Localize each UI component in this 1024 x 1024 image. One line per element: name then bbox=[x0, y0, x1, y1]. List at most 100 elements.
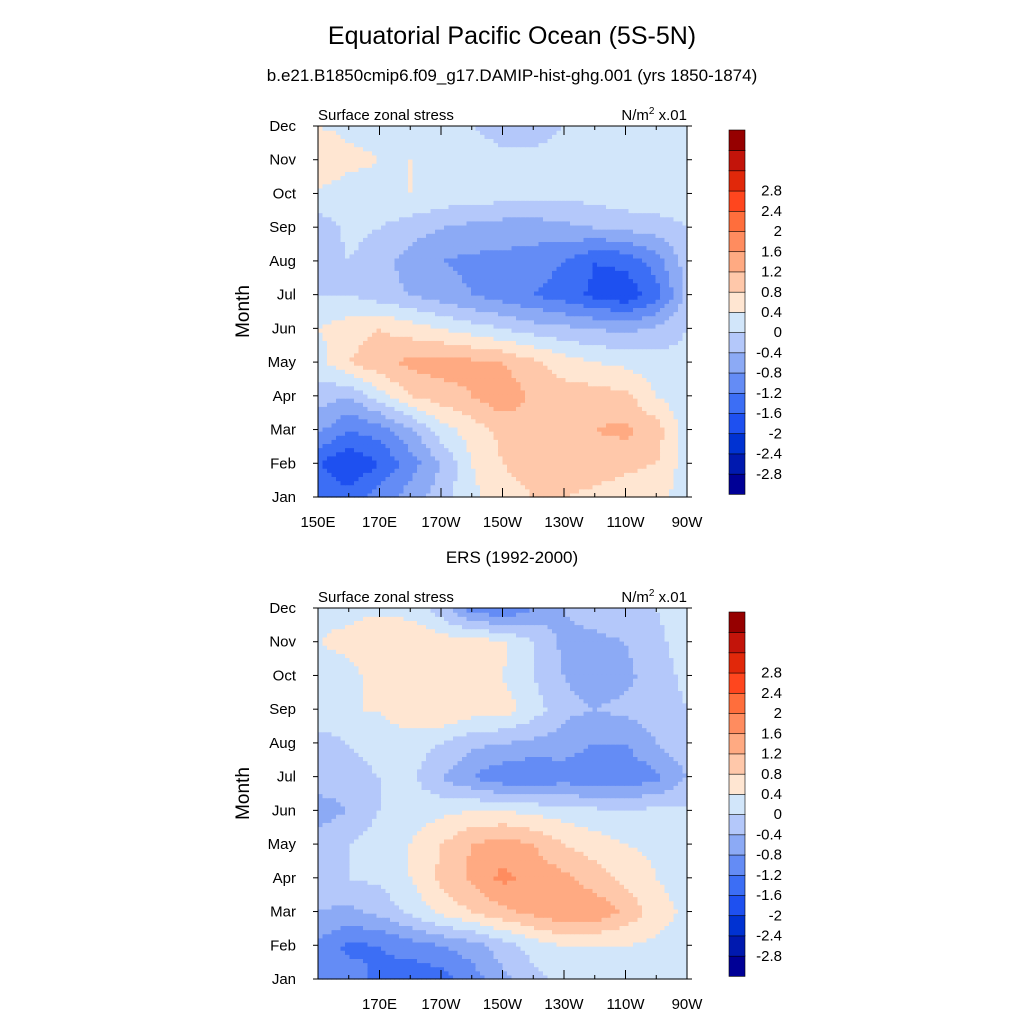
contour-cell bbox=[372, 249, 378, 255]
contour-cell bbox=[336, 352, 342, 358]
contour-cell bbox=[331, 319, 337, 325]
contour-cell bbox=[574, 459, 580, 465]
contour-cell bbox=[525, 365, 531, 370]
contour-cell bbox=[372, 336, 378, 341]
contour-cell bbox=[588, 377, 594, 383]
contour-cell bbox=[520, 468, 526, 473]
contour-cell bbox=[624, 323, 630, 329]
contour-cell bbox=[565, 422, 571, 428]
contour-cell bbox=[489, 290, 495, 296]
contour-cell bbox=[664, 480, 670, 486]
contour-cell bbox=[592, 455, 598, 461]
contour-cell bbox=[574, 249, 580, 255]
contour-cell bbox=[597, 451, 603, 457]
contour-cell bbox=[484, 332, 490, 337]
contour-cell bbox=[480, 393, 486, 399]
contour-cell bbox=[516, 303, 522, 308]
contour-cell bbox=[660, 476, 666, 482]
contour-cell bbox=[565, 393, 571, 399]
contour-cell bbox=[646, 336, 652, 341]
contour-cell bbox=[376, 319, 382, 325]
contour-cell bbox=[480, 385, 486, 391]
contour-cell bbox=[336, 484, 342, 490]
contour-cell bbox=[421, 385, 427, 391]
contour-cell bbox=[502, 245, 508, 251]
contour-cell bbox=[574, 365, 580, 370]
contour-cell bbox=[669, 480, 675, 486]
contour-cell bbox=[489, 381, 495, 387]
contour-cell bbox=[619, 455, 625, 461]
contour-cell bbox=[606, 249, 612, 255]
contour-cell bbox=[543, 282, 549, 288]
contour-cell bbox=[516, 435, 522, 440]
contour-cell bbox=[651, 443, 657, 449]
contour-cell bbox=[475, 480, 481, 486]
contour-cell bbox=[664, 266, 670, 271]
contour-cell bbox=[520, 410, 526, 416]
contour-cell bbox=[520, 492, 526, 498]
contour-cell bbox=[322, 439, 328, 445]
contour-cell bbox=[453, 253, 459, 259]
contour-cell bbox=[538, 262, 544, 267]
contour-cell bbox=[655, 249, 661, 255]
contour-cell bbox=[394, 344, 400, 350]
contour-cell bbox=[480, 414, 486, 420]
contour-cell bbox=[412, 431, 418, 436]
contour-cell bbox=[367, 282, 373, 288]
contour-cell bbox=[448, 315, 454, 321]
contour-cell bbox=[646, 356, 652, 362]
contour-cell bbox=[615, 290, 621, 296]
contour-cell bbox=[403, 315, 409, 321]
contour-cell bbox=[322, 443, 328, 449]
contour-cell bbox=[592, 480, 598, 486]
contour-cell bbox=[565, 303, 571, 308]
contour-cell bbox=[394, 410, 400, 416]
contour-cell bbox=[525, 344, 531, 350]
contour-cell bbox=[430, 336, 436, 341]
contour-cell bbox=[336, 381, 342, 387]
contour-cell bbox=[615, 393, 621, 399]
contour-cell bbox=[583, 398, 589, 403]
contour-cell bbox=[480, 245, 486, 251]
contour-cell bbox=[435, 410, 441, 416]
contour-cell bbox=[669, 327, 675, 333]
contour-cell bbox=[520, 393, 526, 399]
contour-cell bbox=[430, 365, 436, 370]
contour-cell bbox=[597, 464, 603, 469]
contour-cell bbox=[682, 472, 688, 477]
contour-cell bbox=[417, 295, 423, 300]
contour-cell bbox=[520, 472, 526, 477]
contour-cell bbox=[628, 299, 634, 304]
contour-cell bbox=[408, 402, 414, 407]
contour-cell bbox=[646, 266, 652, 271]
contour-cell bbox=[399, 266, 405, 271]
contour-cell bbox=[399, 439, 405, 445]
contour-cell bbox=[606, 439, 612, 445]
contour-cell bbox=[565, 253, 571, 259]
contour-cell bbox=[529, 266, 535, 271]
contour-cell bbox=[583, 360, 589, 366]
contour-cell bbox=[358, 278, 364, 284]
contour-cell bbox=[327, 299, 333, 304]
contour-cell bbox=[610, 439, 616, 445]
contour-cell bbox=[331, 257, 337, 263]
contour-cell bbox=[547, 262, 553, 267]
contour-cell bbox=[480, 332, 486, 337]
contour-cell bbox=[507, 327, 513, 333]
contour-cell bbox=[394, 327, 400, 333]
contour-cell bbox=[534, 492, 540, 498]
contour-cell bbox=[538, 295, 544, 300]
contour-cell bbox=[534, 426, 540, 432]
contour-cell bbox=[579, 377, 585, 383]
contour-cell bbox=[358, 315, 364, 321]
contour-cell bbox=[430, 315, 436, 321]
contour-cell bbox=[610, 443, 616, 449]
contour-cell bbox=[655, 373, 661, 379]
contour-cell bbox=[655, 406, 661, 412]
contour-cell bbox=[597, 414, 603, 420]
contour-cell bbox=[678, 282, 684, 288]
contour-cell bbox=[367, 315, 373, 321]
contour-cell bbox=[561, 336, 567, 341]
contour-cell bbox=[583, 418, 589, 424]
contour-cell bbox=[552, 253, 558, 259]
